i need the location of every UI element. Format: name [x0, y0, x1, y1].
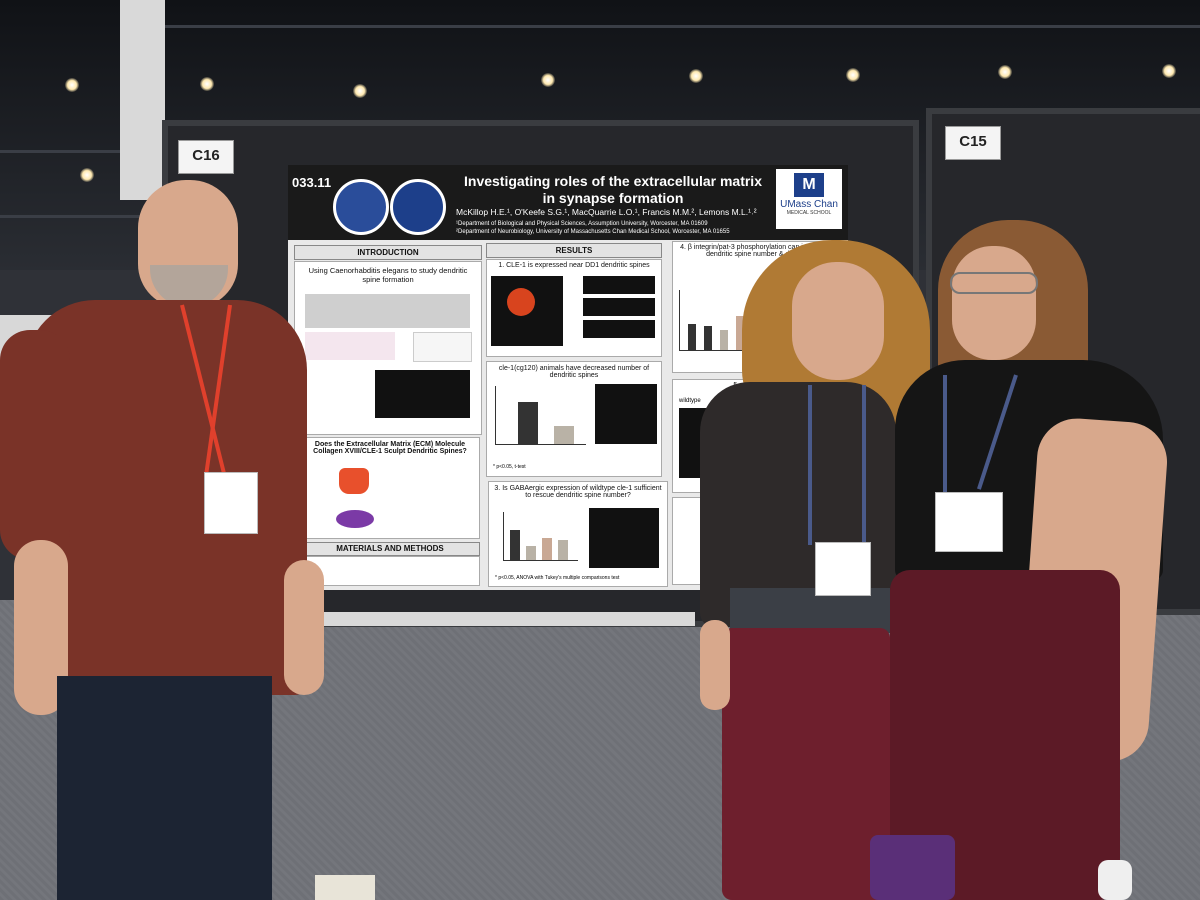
- ceiling-light: [200, 77, 214, 91]
- dendrite-image: [375, 370, 470, 418]
- dd1-image: [583, 276, 655, 294]
- affiliation-2: ²Department of Neurobiology, University …: [456, 229, 730, 235]
- board-base-strip: [315, 612, 695, 626]
- spine-images: [595, 384, 657, 444]
- result-3-title: 3. Is GABAergic expression of wildtype c…: [494, 485, 662, 499]
- man-left-sleeve: [0, 330, 70, 560]
- ceiling-light: [80, 168, 94, 182]
- ceiling-light: [541, 73, 555, 87]
- man-jeans: [57, 676, 272, 900]
- result-3-box: 3. Is GABAergic expression of wildtype c…: [488, 481, 668, 587]
- rescue-bar-graph: [503, 512, 578, 561]
- lanyard: [943, 375, 947, 495]
- bar-mutant: [554, 426, 574, 444]
- lanyard: [808, 385, 812, 545]
- spine-bar-graph: [495, 386, 586, 445]
- umass-logo-text: UMass Chan: [780, 199, 838, 210]
- integrin-bar-2: [704, 326, 712, 350]
- integrin-bar-4: [736, 316, 744, 350]
- merge-image: [583, 320, 655, 338]
- ceiling-light: [998, 65, 1012, 79]
- materials-box: [300, 556, 480, 586]
- results-heading: RESULTS: [486, 243, 662, 258]
- glasses: [950, 272, 1038, 294]
- assumption-seal-logo: [333, 179, 389, 235]
- board-label-c15: C15: [945, 126, 1001, 160]
- stats-note-ttest: * p<0.05, t-test: [493, 464, 526, 470]
- ceiling-light: [846, 68, 860, 82]
- rescue-bar-1: [510, 530, 520, 560]
- woman-arm: [700, 620, 730, 710]
- rescue-images: [589, 508, 659, 568]
- umass-mark-icon: M: [794, 173, 824, 197]
- poster-title-line1: Investigating roles of the extracellular…: [464, 173, 762, 189]
- poster-affiliations: ¹Department of Biological and Physical S…: [456, 220, 730, 236]
- ecm-question-box: Does the Extracellular Matrix (ECM) Mole…: [300, 437, 480, 539]
- name-badge: [204, 472, 258, 534]
- umass-chan-logo: M UMass Chan MEDICAL SCHOOL: [776, 169, 842, 229]
- intro-box-title: Using Caenorhabditis elegans to study de…: [308, 266, 468, 284]
- ceiling-light: [689, 69, 703, 83]
- poster-title: Investigating roles of the extracellular…: [463, 173, 763, 207]
- ceiling-beam: [0, 215, 165, 218]
- intro-box: Using Caenorhabditis elegans to study de…: [294, 261, 482, 435]
- poster-title-line2: in synapse formation: [542, 190, 684, 206]
- result-2-box: cle-1(cg120) animals have decreased numb…: [486, 361, 662, 477]
- integrin-bar-3: [720, 330, 728, 350]
- ecm-question: Does the Extracellular Matrix (ECM) Mole…: [313, 441, 467, 455]
- floor-papers: [315, 875, 375, 900]
- man-right-arm: [284, 560, 324, 695]
- board-label-c16: C16: [178, 140, 234, 174]
- name-badge: [815, 542, 871, 596]
- ceiling-beam: [165, 25, 1200, 28]
- white-pillar: [120, 0, 165, 200]
- result-4-title: 4. β integrin/pat-3 phosphorylation can …: [680, 244, 838, 258]
- red-fluorescence-spot: [507, 288, 535, 316]
- integrin-bar-1: [688, 324, 696, 350]
- result-1-title: 1. CLE-1 is expressed near DD1 dendritic…: [498, 262, 650, 269]
- rescue-bar-4: [558, 540, 568, 560]
- affiliation-1: ¹Department of Biological and Physical S…: [456, 221, 708, 227]
- white-bag: [1098, 860, 1132, 900]
- poster-header: 033.11 Investigating roles of the extrac…: [288, 165, 848, 240]
- bar-wildtype: [518, 402, 538, 444]
- poster-number: 033.11: [292, 175, 332, 190]
- result-2-title: cle-1(cg120) animals have decreased numb…: [498, 365, 650, 379]
- woman-face: [792, 262, 884, 380]
- integrin-bar-graph: [679, 290, 760, 351]
- cle1-ng-image: [583, 298, 655, 316]
- university-seal-logo: [390, 179, 446, 235]
- woman-face: [952, 246, 1036, 360]
- maroon-pants: [722, 628, 890, 900]
- worm-micrograph: [305, 294, 470, 328]
- umass-logo-sub: MEDICAL SCHOOL: [786, 210, 832, 216]
- neuron-diagram-purple: [336, 510, 374, 528]
- rescue-bar-3: [542, 538, 552, 560]
- purple-bag: [870, 835, 955, 900]
- ceiling-light: [1162, 64, 1176, 78]
- materials-heading: MATERIALS AND METHODS: [300, 542, 480, 556]
- ceiling-beam: [0, 150, 165, 153]
- worm-diagram: [305, 332, 395, 360]
- ceiling-light: [353, 84, 367, 98]
- neuron-diagram-red: [339, 468, 369, 494]
- neuron-diagram: [413, 332, 472, 362]
- name-badge: [935, 492, 1003, 552]
- poster-authors: McKillop H.E.¹, O'Keefe S.G.¹, MacQuarri…: [456, 207, 757, 217]
- lanyard: [862, 385, 866, 545]
- rescue-bar-2: [526, 546, 536, 560]
- wildtype-label: wildtype: [679, 398, 701, 404]
- man-shirt: [25, 300, 307, 695]
- result-1-box: 1. CLE-1 is expressed near DD1 dendritic…: [486, 259, 662, 357]
- ceiling-light: [65, 78, 79, 92]
- introduction-heading: INTRODUCTION: [294, 245, 482, 260]
- stats-note-anova: * p<0.05, ANOVA with Tukey's multiple co…: [495, 575, 620, 581]
